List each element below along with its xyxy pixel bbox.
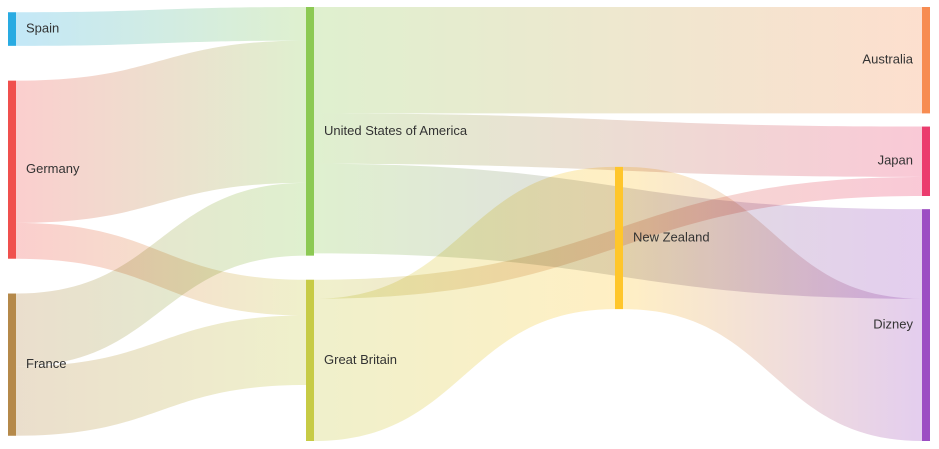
link-usa-to-australia[interactable] [314, 7, 922, 114]
node-gb[interactable] [306, 279, 314, 441]
link-germany-to-usa[interactable] [16, 40, 306, 223]
node-australia[interactable] [922, 7, 930, 114]
node-label-france: France [26, 356, 66, 371]
link-gb-to-nz[interactable] [314, 166, 615, 441]
node-usa[interactable] [306, 7, 314, 256]
link-france-to-gb[interactable] [16, 315, 306, 436]
node-label-australia: Australia [862, 52, 913, 67]
node-label-japan: Japan [878, 153, 913, 168]
link-france-to-usa[interactable] [16, 182, 306, 367]
node-nz[interactable] [615, 166, 623, 310]
link-usa-to-japan[interactable] [314, 113, 922, 177]
node-label-usa: United States of America [324, 123, 468, 138]
node-label-spain: Spain [26, 20, 59, 35]
link-nz-to-dizney[interactable] [623, 166, 922, 441]
node-germany[interactable] [8, 80, 16, 259]
node-france[interactable] [8, 293, 16, 436]
sankey-links [16, 7, 922, 441]
node-label-germany: Germany [26, 161, 80, 176]
link-spain-to-usa[interactable] [16, 7, 306, 46]
node-japan[interactable] [922, 126, 930, 196]
sankey-labels: Spain Germany France United States of Ameri… [26, 20, 914, 371]
sankey-nodes [8, 7, 930, 441]
node-dizney[interactable] [922, 209, 930, 441]
node-label-dizney: Dizney [873, 317, 913, 332]
node-label-nz: New Zealand [633, 229, 710, 244]
node-spain[interactable] [8, 12, 16, 46]
node-label-gb: Great Britain [324, 352, 397, 367]
